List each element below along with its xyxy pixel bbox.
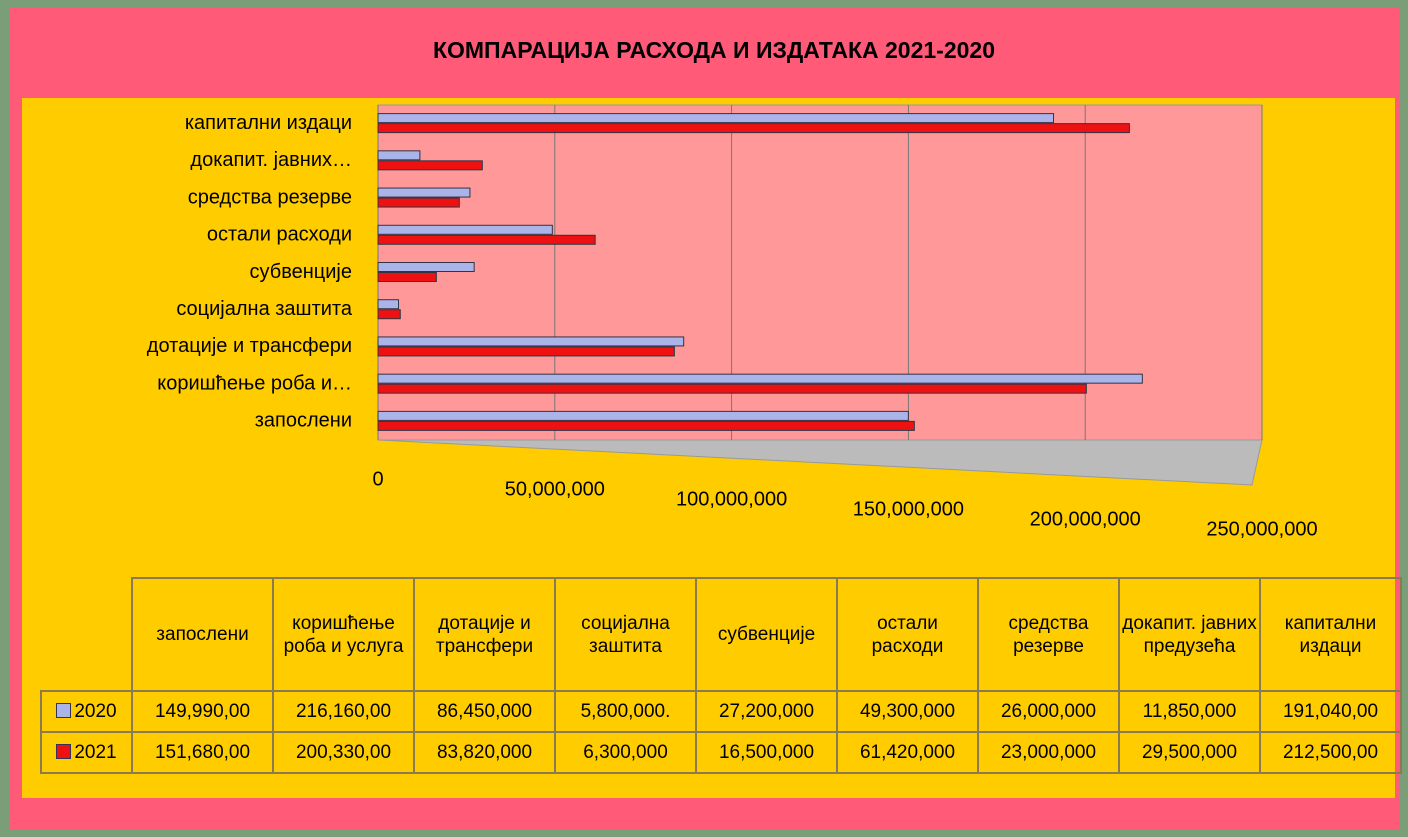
x-tick-label: 150,000,000 <box>853 498 964 520</box>
value-cell: 5,800,000. <box>554 690 697 733</box>
value-cell: 6,300,000 <box>554 731 697 774</box>
legend-key <box>56 744 72 759</box>
header-cell: докапит. јавних предузећа <box>1118 577 1261 692</box>
value-cell: 49,300,000 <box>836 690 979 733</box>
legend-cell: 2021 <box>40 731 133 774</box>
value-cell: 23,000,000 <box>977 731 1120 774</box>
y-tick-label: средства резерве <box>188 186 352 208</box>
x-tick-label: 100,000,000 <box>676 488 787 510</box>
bar <box>377 197 460 208</box>
value-cell: 16,500,000 <box>695 731 838 774</box>
data-row: 2021 151,680,00 200,330,00 83,820,000 6,300,… <box>40 731 1402 774</box>
bar <box>377 420 915 431</box>
header-cell: субвенције <box>695 577 838 692</box>
y-tick-label: остали расходи <box>207 224 352 246</box>
bar <box>377 160 483 171</box>
bar <box>377 336 685 347</box>
value-cell: 27,200,000 <box>695 690 838 733</box>
y-tick-label: субвенције <box>250 261 352 283</box>
bar <box>377 113 1055 124</box>
x-tick-label: 250,000,000 <box>1206 518 1317 540</box>
value-cell: 29,500,000 <box>1118 731 1261 774</box>
bar <box>377 224 553 235</box>
bar <box>377 309 401 320</box>
bar <box>377 346 675 357</box>
bar <box>377 299 400 310</box>
header-cell: социјална заштита <box>554 577 697 692</box>
y-tick-label: докапит. јавних… <box>190 149 352 171</box>
legend-key <box>56 703 72 718</box>
value-cell: 191,040,00 <box>1259 690 1402 733</box>
value-cell: 83,820,000 <box>413 731 556 774</box>
y-tick-label: дотације и трансфери <box>147 335 352 357</box>
header-cell: дотације и трансфери <box>413 577 556 692</box>
header-cell: коришћење роба и услуга <box>272 577 415 692</box>
header-cell: запослени <box>131 577 274 692</box>
legend-cell: 2020 <box>40 690 133 733</box>
header-cell: остали расходи <box>836 577 979 692</box>
bar <box>377 187 471 198</box>
value-cell: 11,850,000 <box>1118 690 1261 733</box>
bar <box>377 373 1143 384</box>
header-cell: капитални издаци <box>1259 577 1402 692</box>
y-tick-label: социјална заштита <box>176 298 353 320</box>
value-cell: 61,420,000 <box>836 731 979 774</box>
floor <box>377 439 1263 486</box>
y-tick-label: запослени <box>255 410 352 432</box>
header-row: запослени коришћење роба и услуга дотације… <box>41 577 1402 692</box>
y-tick-label: коришћење роба и… <box>157 372 352 394</box>
value-cell: 86,450,000 <box>413 690 556 733</box>
legend-label: 2021 <box>74 742 117 763</box>
bar <box>377 150 421 161</box>
value-cell: 200,330,00 <box>272 731 415 774</box>
x-tick-label: 200,000,000 <box>1030 508 1141 530</box>
value-cell: 151,680,00 <box>131 731 274 774</box>
bar <box>377 410 909 421</box>
value-cell: 212,500,00 <box>1259 731 1402 774</box>
bar <box>377 383 1087 394</box>
data-table: запослени коришћење роба и услуга дотације… <box>40 577 1402 774</box>
data-row: 2020 149,990,00 216,160,00 86,450,000 5,800,… <box>40 690 1402 733</box>
corner <box>41 578 132 691</box>
chart-title: КОМПАРАЦИЈА РАСХОДА И ИЗДАТАКА 2021-2020 <box>433 37 995 63</box>
value-cell: 216,160,00 <box>272 690 415 733</box>
value-cell: 26,000,000 <box>977 690 1120 733</box>
x-tick-label: 50,000,000 <box>505 478 605 500</box>
bar <box>377 234 596 245</box>
legend-label: 2020 <box>74 701 117 722</box>
value-cell: 149,990,00 <box>131 690 274 733</box>
bar <box>377 262 475 272</box>
y-tick-label: капитални издаци <box>185 112 352 134</box>
bar <box>377 123 1130 134</box>
x-tick-label: 0 <box>372 468 383 490</box>
header-cell: средства резерве <box>977 577 1120 692</box>
bar <box>377 272 437 282</box>
